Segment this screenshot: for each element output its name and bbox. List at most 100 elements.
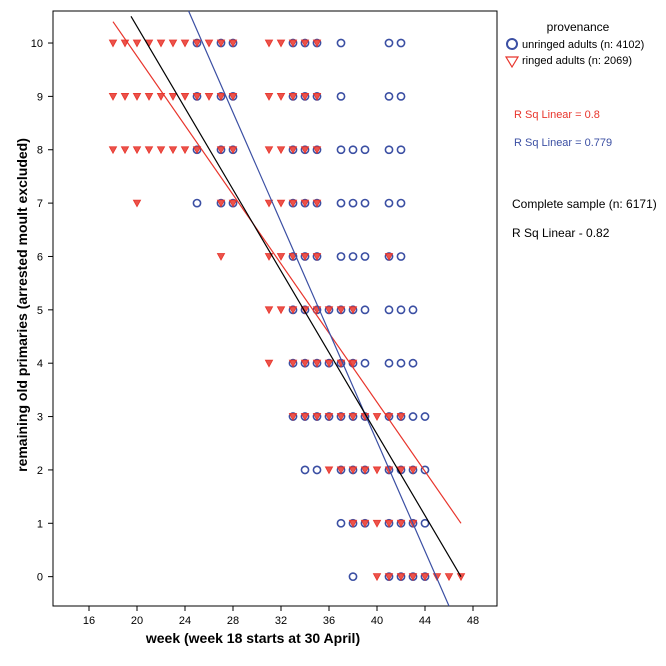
y-tick-label: 0 (37, 572, 43, 584)
point-unringed (384, 198, 394, 208)
point-ringed (408, 573, 418, 582)
point-unringed (312, 465, 322, 475)
point-ringed (372, 573, 382, 582)
point-ringed (156, 39, 166, 48)
point-ringed (144, 92, 154, 101)
point-ringed (360, 466, 370, 475)
point-unringed (408, 358, 418, 368)
x-axis-title: week (week 18 starts at 30 April) (145, 630, 360, 646)
point-unringed (348, 145, 358, 155)
point-ringed (312, 92, 322, 101)
x-tick-label: 16 (83, 615, 95, 627)
point-ringed (264, 359, 274, 368)
point-ringed (264, 253, 274, 261)
point-ringed (192, 92, 202, 101)
point-ringed (312, 413, 322, 421)
point-unringed (384, 38, 394, 48)
point-unringed (300, 465, 310, 475)
point-ringed (192, 39, 202, 48)
point-unringed (384, 145, 394, 155)
y-tick-label: 6 (37, 251, 43, 263)
point-ringed (132, 92, 142, 101)
point-ringed (300, 146, 310, 155)
point-unringed (360, 198, 370, 208)
point-unringed (348, 252, 358, 261)
point-ringed (300, 413, 310, 421)
point-unringed (384, 358, 394, 368)
point-ringed (132, 39, 142, 48)
point-ringed (216, 146, 226, 155)
point-ringed (300, 199, 310, 208)
point-ringed (204, 92, 214, 101)
point-ringed (372, 466, 382, 475)
point-unringed (384, 91, 394, 101)
point-unringed (408, 412, 418, 421)
x-tick-label: 40 (371, 615, 383, 627)
x-tick-label: 48 (467, 615, 479, 627)
point-ringed (156, 146, 166, 155)
legend-circle-marker (506, 38, 518, 50)
y-tick-label: 3 (37, 412, 43, 424)
y-tick-label: 7 (37, 198, 43, 210)
y-tick-label: 9 (37, 91, 43, 103)
point-ringed (288, 199, 298, 208)
point-ringed (144, 146, 154, 155)
point-ringed (312, 146, 322, 155)
point-ringed (396, 413, 406, 421)
x-tick-label: 36 (323, 615, 335, 627)
point-unringed (396, 91, 406, 101)
point-unringed (336, 198, 346, 208)
point-ringed (264, 146, 274, 155)
point-ringed (288, 413, 298, 421)
point-unringed (396, 198, 406, 208)
fit-line-2 (130, 16, 462, 577)
point-unringed (360, 145, 370, 155)
point-ringed (360, 519, 370, 528)
point-ringed (132, 146, 142, 155)
y-tick-label: 5 (37, 305, 43, 317)
point-unringed (420, 465, 430, 475)
point-ringed (276, 199, 286, 208)
point-ringed (324, 306, 334, 315)
point-ringed (228, 39, 238, 48)
point-ringed (120, 146, 130, 155)
point-ringed (120, 92, 130, 101)
point-ringed (264, 306, 274, 315)
y-tick-label: 1 (37, 518, 43, 530)
point-ringed (108, 92, 118, 101)
point-ringed (324, 359, 334, 368)
point-unringed (396, 305, 406, 315)
point-ringed (300, 359, 310, 368)
point-unringed (360, 358, 370, 368)
point-unringed (420, 518, 430, 528)
point-ringed (192, 146, 202, 155)
point-ringed (264, 39, 274, 48)
point-ringed (336, 413, 346, 421)
point-ringed (420, 573, 430, 582)
point-ringed (444, 573, 454, 582)
point-ringed (456, 573, 466, 582)
point-ringed (348, 359, 358, 368)
point-ringed (288, 359, 298, 368)
point-ringed (264, 199, 274, 208)
point-unringed (396, 145, 406, 155)
point-ringed (132, 199, 142, 208)
point-ringed (216, 253, 226, 261)
point-ringed (372, 413, 382, 421)
point-ringed (288, 39, 298, 48)
x-tick-label: 32 (275, 615, 287, 627)
point-ringed (336, 466, 346, 475)
point-ringed (180, 146, 190, 155)
point-unringed (360, 305, 370, 315)
point-ringed (108, 146, 118, 155)
y-tick-label: 8 (37, 145, 43, 157)
point-ringed (228, 146, 238, 155)
point-ringed (324, 413, 334, 421)
y-axis-title: remaining old primaries (arrested moult … (14, 138, 30, 472)
x-tick-label: 24 (179, 615, 191, 627)
point-ringed (216, 199, 226, 208)
fit-lines-layer (112, 10, 462, 607)
point-unringed (396, 252, 406, 261)
x-tick-label: 20 (131, 615, 143, 627)
point-ringed (228, 199, 238, 208)
